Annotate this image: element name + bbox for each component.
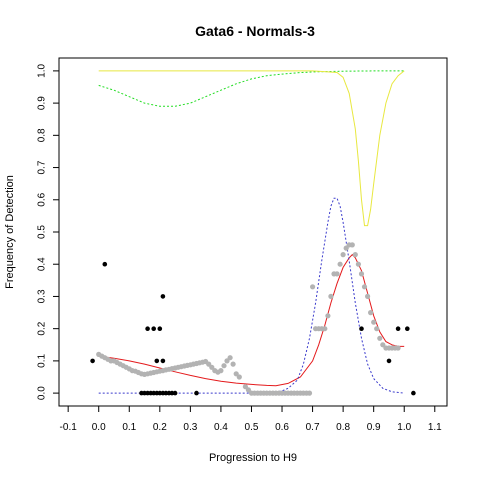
y-tick-label: 0.1 — [37, 354, 48, 368]
gray-data-point — [358, 271, 365, 277]
gray-data-point — [361, 284, 368, 290]
gray-data-point — [221, 363, 227, 369]
gray-data-point — [352, 252, 358, 258]
x-tick-label: 0.5 — [245, 422, 259, 433]
black-data-point — [172, 390, 178, 396]
blue-curve — [98, 197, 405, 394]
gray-data-point — [377, 335, 383, 341]
chart-title: Gata6 - Normals-3 — [195, 23, 315, 39]
x-tick-label: -0.1 — [60, 422, 78, 433]
x-tick-label: 0.2 — [153, 422, 167, 433]
x-tick-label: 0.4 — [214, 422, 228, 433]
black-data-point — [154, 358, 160, 364]
y-tick-label: 0.9 — [37, 96, 48, 110]
black-data-point — [102, 261, 108, 267]
y-tick-label: 0.7 — [37, 160, 48, 174]
black-data-point — [359, 326, 364, 332]
gray-data-point — [306, 390, 313, 396]
gray-data-point — [337, 261, 343, 267]
gray-data-point — [233, 371, 239, 377]
gray-data-point — [206, 361, 212, 367]
black-data-point — [395, 326, 401, 332]
x-tick-label: 1.1 — [428, 422, 442, 433]
gray-data-point — [218, 368, 224, 374]
x-tick-label: 0.3 — [183, 422, 197, 433]
black-data-point — [160, 358, 166, 364]
gray-data-point — [224, 358, 230, 364]
gray-data-point — [322, 326, 328, 332]
y-axis-label: Frequency of Detection — [4, 175, 16, 289]
gray-data-point — [227, 355, 233, 361]
gray-data-point — [374, 326, 380, 332]
curves-layer — [98, 70, 405, 394]
black-data-point — [145, 326, 150, 332]
gray-data-point — [365, 293, 371, 299]
points-layer — [90, 242, 416, 396]
gray-data-point — [340, 252, 346, 258]
plot-frame — [58, 57, 448, 407]
y-tick-label: 0.8 — [37, 128, 48, 142]
gray-data-point — [236, 374, 242, 380]
y-tick-label: 0.4 — [37, 257, 48, 271]
y-tick-label: 1.0 — [37, 64, 48, 78]
black-data-point — [157, 326, 163, 332]
yellow-curve — [98, 70, 405, 227]
x-tick-label: 0.9 — [367, 422, 381, 433]
x-tick-label: 0.0 — [92, 422, 106, 433]
red-curve — [98, 253, 405, 387]
gray-data-point — [230, 361, 236, 367]
gray-data-point — [395, 345, 401, 351]
x-axis-label: Progression to H9 — [209, 452, 297, 464]
gray-data-point — [325, 313, 331, 319]
black-data-point — [405, 326, 410, 332]
gray-data-point — [245, 387, 251, 393]
gray-data-point — [349, 242, 355, 248]
gray-data-point — [371, 319, 377, 325]
green-curve — [98, 70, 405, 107]
gray-data-point — [355, 261, 361, 267]
black-data-point — [160, 294, 166, 299]
y-axis: 0.0 0.1 0.2 0.3 0.4 0.5 0.6 0.7 0.8 0.9 1.0 — [37, 64, 59, 400]
x-tick-label: 0.1 — [122, 422, 136, 433]
gray-data-point — [310, 284, 316, 290]
gray-data-point — [209, 364, 215, 370]
black-data-point — [151, 326, 156, 332]
x-tick-label: 1.0 — [397, 422, 411, 433]
x-tick-label: 0.6 — [275, 422, 289, 433]
y-tick-label: 0.3 — [37, 289, 48, 303]
gray-data-point — [334, 271, 340, 277]
gray-data-point — [328, 293, 334, 299]
x-tick-label: 0.8 — [336, 422, 350, 433]
y-tick-label: 0.2 — [37, 321, 48, 335]
gray-data-point — [368, 310, 374, 316]
black-data-point — [411, 390, 416, 396]
gray-data-point — [380, 342, 386, 348]
black-data-point — [386, 358, 392, 364]
black-data-point — [90, 358, 95, 364]
black-data-point — [194, 390, 199, 396]
y-tick-label: 0.6 — [37, 192, 48, 206]
x-axis: -0.1 0.0 0.1 0.2 0.3 0.4 0.5 0.6 0.7 0.8 0.9 1.0 1.1 — [60, 406, 442, 433]
y-tick-label: 0.5 — [37, 225, 48, 239]
y-tick-label: 0.0 — [37, 386, 48, 400]
x-tick-label: 0.7 — [306, 422, 320, 433]
